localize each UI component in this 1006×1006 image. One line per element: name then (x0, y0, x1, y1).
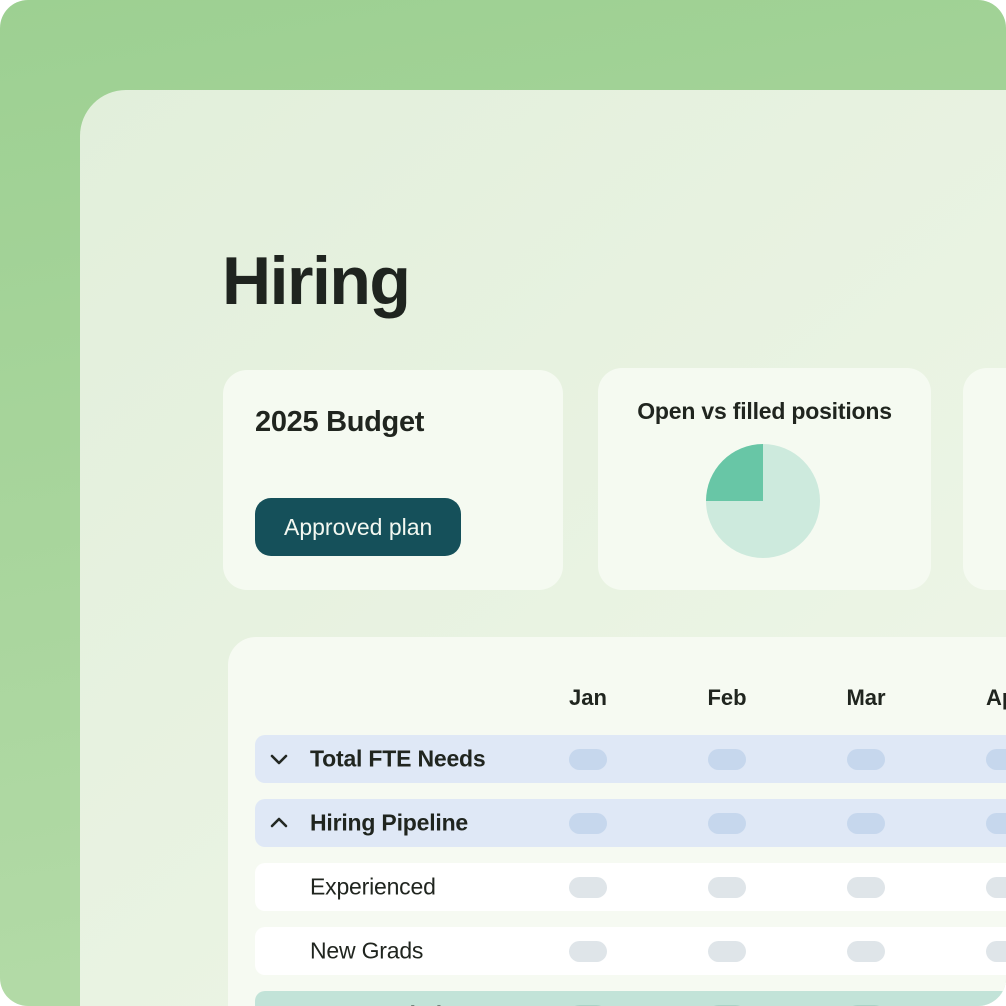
value-pill (708, 748, 746, 770)
main-panel: Hiring 2025 Budget Approved plan Open vs… (80, 90, 1006, 1006)
value-pill (986, 748, 1006, 770)
table-row-total-fte-needs[interactable]: Total FTE Needs (255, 735, 1006, 783)
column-header-mar: Mar (846, 685, 886, 710)
value-pill (569, 748, 607, 770)
value-pill (569, 940, 607, 962)
value-pill (847, 876, 885, 898)
value-pill (986, 1004, 1006, 1006)
open-vs-filled-pie-chart (706, 444, 820, 558)
value-pill (847, 1004, 885, 1006)
workforce-card: Workforce (963, 368, 1006, 590)
row-label: Approved plan (310, 1002, 469, 1006)
planning-table: Jan Feb Mar Apr Total FTE Needs Hiring P… (228, 637, 1006, 1006)
column-header-jan: Jan (569, 685, 607, 710)
value-pill (986, 812, 1006, 834)
value-pill (569, 812, 607, 834)
value-pill (708, 812, 746, 834)
table-row-experienced[interactable]: Experienced (255, 863, 1006, 911)
page-title: Hiring (222, 243, 411, 319)
approved-plan-button[interactable]: Approved plan (255, 498, 462, 556)
row-label: Total FTE Needs (310, 745, 486, 772)
column-header-apr: Apr (986, 685, 1006, 710)
column-header-feb: Feb (707, 685, 747, 710)
value-pill (708, 940, 746, 962)
value-pill (569, 1004, 607, 1006)
value-pill (986, 876, 1006, 898)
value-pill (708, 876, 746, 898)
table-row-new-grads[interactable]: New Grads (255, 927, 1006, 975)
budget-card: 2025 Budget Approved plan (223, 370, 563, 590)
table-row-hiring-pipeline[interactable]: Hiring Pipeline (255, 799, 1006, 847)
value-pill (986, 940, 1006, 962)
chevron-up-icon[interactable] (267, 811, 291, 835)
open-vs-filled-card: Open vs filled positions (598, 368, 931, 590)
row-label: Hiring Pipeline (310, 809, 469, 836)
row-label: New Grads (310, 937, 424, 964)
value-pill (708, 1004, 746, 1006)
budget-card-title: 2025 Budget (255, 406, 425, 438)
value-pill (569, 876, 607, 898)
value-pill (847, 812, 885, 834)
chevron-down-icon[interactable] (267, 747, 291, 771)
open-vs-filled-title: Open vs filled positions (637, 398, 892, 424)
row-label: Experienced (310, 873, 436, 900)
value-pill (847, 940, 885, 962)
table-row-approved-plan[interactable]: Approved plan (255, 991, 1006, 1006)
value-pill (847, 748, 885, 770)
